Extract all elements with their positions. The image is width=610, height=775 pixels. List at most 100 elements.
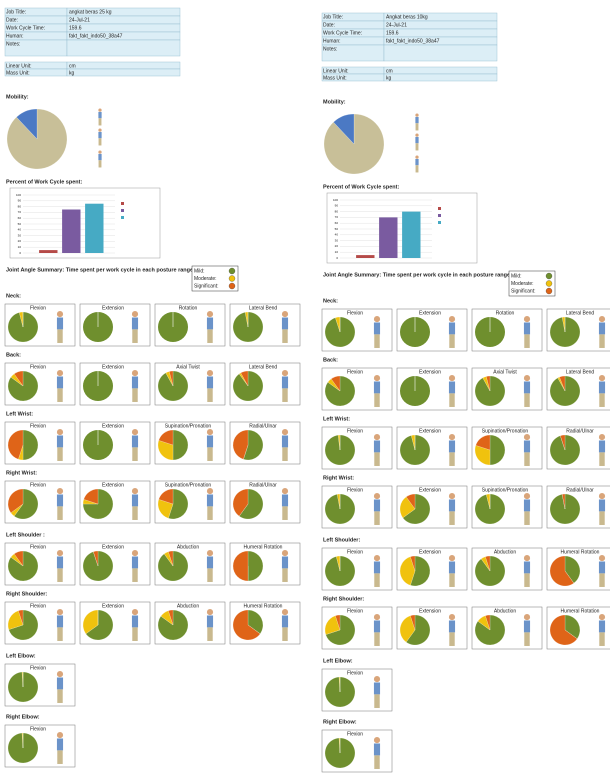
section-heading: Right Shoulder: [323,596,364,602]
info-label: Job Title: [6,9,26,15]
figure-body [281,376,289,389]
y-tick-label: 30 [335,238,339,242]
info-label: Linear Unit: [323,68,349,74]
figure-body [448,440,456,453]
bar [356,255,375,258]
pie-slice [243,429,264,461]
bar [402,211,421,258]
panel-title: Lateral Bend [249,305,278,311]
figure-body [523,381,531,394]
bar [379,217,398,258]
panel-title: Flexion [347,731,363,737]
figure-legs [57,568,63,582]
panel-title: Rotation [179,305,198,311]
pie-slice [168,609,174,626]
figure-legs [282,506,288,520]
figure-head [131,609,139,616]
figure-head [373,316,381,323]
figure-body [415,116,419,124]
figure-legs [132,447,138,461]
section-heading: Left Elbow: [6,653,36,659]
legend-label: Mild: [511,273,522,279]
figure-body [56,494,64,507]
figure-legs [57,627,63,641]
y-tick-label: 40 [18,228,22,232]
figure-head [448,493,456,500]
figure-legs [282,447,288,461]
figure-body [448,620,456,633]
pie-slice [475,434,491,451]
figure-legs [207,329,213,343]
figure-head [206,370,214,377]
figure-head [131,488,139,495]
figure-legs [132,329,138,343]
legend-dot [545,272,553,280]
pie-slice [83,488,99,505]
figure-head [373,737,381,744]
panel-title: Extension [102,364,124,370]
y-tick-label: 70 [335,215,339,219]
figure-legs [374,755,380,769]
info-value-cell [383,28,498,38]
figure-head [598,316,606,323]
legend-swatch [121,202,124,205]
pie-slice [232,609,261,641]
figure-body [131,494,139,507]
y-tick-label: 70 [18,210,22,214]
panel-title: Extension [419,608,441,614]
figure-head [523,614,531,621]
section-heading: Left Wrist: [6,411,33,417]
section-heading: Left Shoulder : [6,532,45,538]
figure-body [98,111,102,119]
figure-head [281,429,289,436]
pie-slice [331,375,341,392]
info-value: fakt_fakt_indo50_38a47 [69,33,123,39]
legend-dot [545,280,553,287]
figure-body [56,556,64,569]
figure-legs [599,393,605,407]
figure-legs [132,568,138,582]
info-value: 24-Jul-21 [69,17,90,23]
pie-slice [399,556,416,586]
info-value: Angkat beras 10kg [386,14,428,20]
y-tick-label: 10 [335,250,339,254]
figure-legs [282,568,288,582]
figure-body [448,381,456,394]
pie-slice [7,429,24,460]
figure-head [281,311,289,318]
figure-head [56,311,64,318]
figure-legs [449,632,455,646]
figure-body [523,561,531,574]
figure-legs [132,388,138,402]
figure-head [56,370,64,377]
legend-dot [228,275,236,282]
section-heading: Percent of Work Cycle spent: [6,179,82,185]
pie-slice [247,550,264,582]
pie-slice [169,370,174,387]
panel-title: Supination/Pronation [165,423,212,429]
panel-title: Extension [102,305,124,311]
figure-head [448,434,456,441]
figure-head [281,488,289,495]
pie-slice [485,614,491,631]
figure-legs [449,334,455,348]
figure-body [373,561,381,574]
pie-slice [82,488,114,520]
pie-slice [168,550,174,567]
panel-title: Humeral Rotation [244,603,283,609]
figure-body [598,381,606,394]
panel-title: Flexion [30,726,46,732]
figure-body [523,620,531,633]
info-value: kg [386,75,392,81]
figure-legs [98,118,102,126]
info-label: Mass Unit: [323,75,347,81]
panel-title: Supination/Pronation [165,482,212,488]
figure-head [373,676,381,683]
figure-head [415,155,419,159]
panel-title: Extension [419,549,441,555]
figure-legs [132,506,138,520]
figure-body [281,615,289,628]
figure-legs [57,750,63,764]
pie-slice [7,488,24,513]
figure-head [448,375,456,382]
